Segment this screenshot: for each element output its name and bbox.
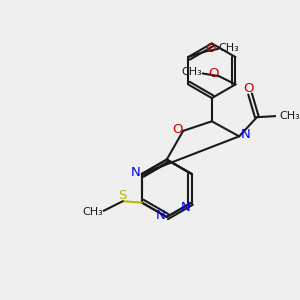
Text: O: O bbox=[172, 123, 182, 136]
Text: O: O bbox=[244, 82, 254, 95]
Text: S: S bbox=[118, 189, 127, 202]
Text: CH₃: CH₃ bbox=[82, 207, 103, 217]
Text: CH₃: CH₃ bbox=[219, 43, 239, 52]
Text: O: O bbox=[208, 67, 218, 80]
Text: CH₃: CH₃ bbox=[279, 111, 300, 121]
Text: N: N bbox=[156, 209, 166, 222]
Text: N: N bbox=[240, 128, 250, 142]
Text: N: N bbox=[131, 166, 141, 179]
Text: O: O bbox=[205, 42, 216, 56]
Text: CH₃: CH₃ bbox=[182, 67, 202, 77]
Text: N: N bbox=[181, 201, 191, 214]
